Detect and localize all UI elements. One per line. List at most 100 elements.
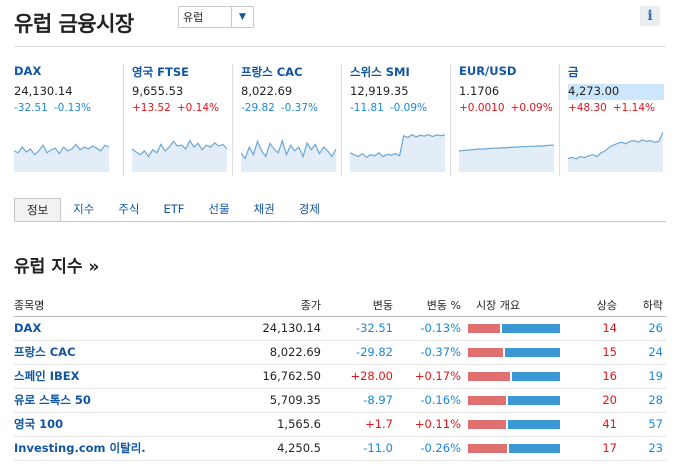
- row-name[interactable]: 유로 스톡스 50: [14, 388, 164, 413]
- breadth-gap: [506, 419, 509, 429]
- quote-change: -32.51 -0.13%: [14, 102, 123, 116]
- table-row[interactable]: DAX 24,130.14 -32.51 -0.13% 14 26: [14, 316, 666, 341]
- tab-5[interactable]: 채권: [253, 202, 275, 216]
- row-change: +1.7: [324, 412, 396, 437]
- row-advancing: 41: [572, 412, 620, 437]
- breadth-advancing: [468, 347, 504, 357]
- breadth-declining: [512, 371, 560, 381]
- quote-name[interactable]: 영국 FTSE: [132, 65, 190, 79]
- row-last: 8,022.69: [164, 340, 324, 365]
- page-header: 유럽 금융시장 유럽 ▼ i: [14, 6, 666, 42]
- row-change-pct: +0.11%: [396, 412, 464, 437]
- table-row[interactable]: Investing.com 이탈리. 4,250.5 -11.0 -0.26% 17 23: [14, 436, 666, 461]
- quote-name[interactable]: 스위스 SMI: [350, 65, 410, 79]
- col-up[interactable]: 상승: [572, 294, 620, 317]
- quote-change-pct: +1.14%: [612, 102, 656, 114]
- row-name[interactable]: Investing.com 이탈리.: [14, 436, 164, 461]
- row-market-bar-cell: [464, 412, 572, 437]
- market-breadth-bar: [468, 347, 560, 357]
- row-market-bar-cell: [464, 436, 572, 461]
- table-row[interactable]: 프랑스 CAC 8,022.69 -29.82 -0.37% 15 24: [14, 340, 666, 365]
- col-down[interactable]: 하락: [620, 294, 666, 317]
- table-row[interactable]: 스페인 IBEX 16,762.50 +28.00 +0.17% 16 19: [14, 364, 666, 389]
- quote-card[interactable]: 프랑스 CAC 8,022.69 -29.82 -0.37%: [232, 64, 341, 176]
- row-advancing: 17: [572, 436, 620, 461]
- sparkline-line: [459, 144, 554, 152]
- quote-change-abs: +48.30: [568, 102, 607, 114]
- tab-0[interactable]: 정보: [14, 198, 62, 222]
- breadth-gap: [510, 371, 513, 381]
- table-row[interactable]: 영국 100 1,565.6 +1.7 +0.11% 41 57: [14, 412, 666, 437]
- tab-3[interactable]: ETF: [163, 202, 185, 216]
- row-last: 16,762.50: [164, 364, 324, 389]
- breadth-gap: [500, 323, 503, 333]
- row-change-pct: -0.26%: [396, 436, 464, 461]
- row-declining: 23: [620, 436, 666, 461]
- quote-name[interactable]: 금: [568, 65, 579, 79]
- col-name[interactable]: 종목명: [14, 294, 164, 317]
- sparkline-line: [132, 139, 227, 158]
- sparkline-area: [568, 131, 663, 172]
- quote-change-pct: -0.09%: [389, 102, 428, 114]
- quote-name[interactable]: 프랑스 CAC: [241, 65, 303, 79]
- tab-6[interactable]: 경제: [298, 202, 320, 216]
- sparkline-line: [350, 133, 445, 159]
- row-declining: 28: [620, 388, 666, 413]
- quote-card[interactable]: 스위스 SMI 12,919.35 -11.81 -0.09%: [341, 64, 450, 176]
- row-advancing: 16: [572, 364, 620, 389]
- quote-card[interactable]: DAX 24,130.14 -32.51 -0.13%: [14, 64, 123, 176]
- row-change: +28.00: [324, 364, 396, 389]
- quote-name[interactable]: EUR/USD: [459, 64, 517, 78]
- table-header-row: 종목명 종가 변동 변동 % 시장 개요 상승 하락: [14, 294, 666, 317]
- header-divider: [14, 46, 666, 47]
- quote-value: 1.1706: [459, 84, 500, 98]
- sparkline-line: [241, 138, 336, 160]
- sparkline-area: [132, 140, 227, 172]
- row-name[interactable]: 스페인 IBEX: [14, 364, 164, 389]
- quote-change-abs: -32.51: [14, 102, 48, 114]
- quote-card[interactable]: 금 4,273.00 +48.30 +1.14%: [559, 64, 668, 176]
- col-last[interactable]: 종가: [164, 294, 324, 317]
- row-name[interactable]: 영국 100: [14, 412, 164, 437]
- col-chg[interactable]: 변동: [324, 294, 396, 317]
- chevron-down-icon[interactable]: ▼: [231, 7, 253, 27]
- quote-card[interactable]: 영국 FTSE 9,655.53 +13.52 +0.14%: [123, 64, 232, 176]
- row-advancing: 20: [572, 388, 620, 413]
- col-market: 시장 개요: [464, 294, 572, 317]
- quote-change: +48.30 +1.14%: [568, 102, 667, 116]
- region-select[interactable]: 유럽 ▼: [178, 6, 254, 28]
- quote-change-pct: +0.09%: [510, 102, 553, 114]
- tab-2[interactable]: 주식: [118, 202, 140, 216]
- row-change-pct: -0.13%: [396, 316, 464, 341]
- quote-card-content: 금 4,273.00 +48.30 +1.14%: [568, 64, 667, 176]
- table-row[interactable]: 유로 스톡스 50 5,709.35 -8.97 -0.16% 20 28: [14, 388, 666, 413]
- quote-card[interactable]: EUR/USD 1.1706 +0.0010 +0.09%: [450, 64, 559, 176]
- info-icon[interactable]: i: [640, 6, 660, 26]
- row-name[interactable]: 프랑스 CAC: [14, 340, 164, 365]
- row-declining: 24: [620, 340, 666, 365]
- tab-1[interactable]: 지수: [73, 202, 95, 216]
- sparkline-chart: [568, 131, 663, 172]
- breadth-advancing: [468, 371, 511, 381]
- breadth-declining: [508, 419, 560, 429]
- breadth-gap: [507, 443, 510, 453]
- col-chg-pct[interactable]: 변동 %: [396, 294, 464, 317]
- quote-value: 4,273.00: [568, 84, 664, 100]
- quote-change-abs: -11.81: [350, 102, 384, 114]
- tab-bar: 정보 지수 주식 ETF 선물 채권 경제: [14, 198, 332, 222]
- row-name[interactable]: DAX: [14, 316, 164, 341]
- row-last: 24,130.14: [164, 316, 324, 341]
- sparkline-area: [459, 145, 554, 172]
- breadth-declining: [508, 395, 560, 405]
- quote-value: 24,130.14: [14, 84, 73, 98]
- tab-4[interactable]: 선물: [208, 202, 230, 216]
- quote-name[interactable]: DAX: [14, 64, 42, 78]
- section-title[interactable]: 유럽 지수 »: [14, 257, 100, 277]
- sparkline-area: [350, 134, 445, 172]
- row-last: 1,565.6: [164, 412, 324, 437]
- market-breadth-bar: [468, 371, 560, 381]
- row-change-pct: -0.16%: [396, 388, 464, 413]
- page-title: 유럽 금융시장: [14, 12, 134, 36]
- row-change-pct: +0.17%: [396, 364, 464, 389]
- breadth-advancing: [468, 323, 501, 333]
